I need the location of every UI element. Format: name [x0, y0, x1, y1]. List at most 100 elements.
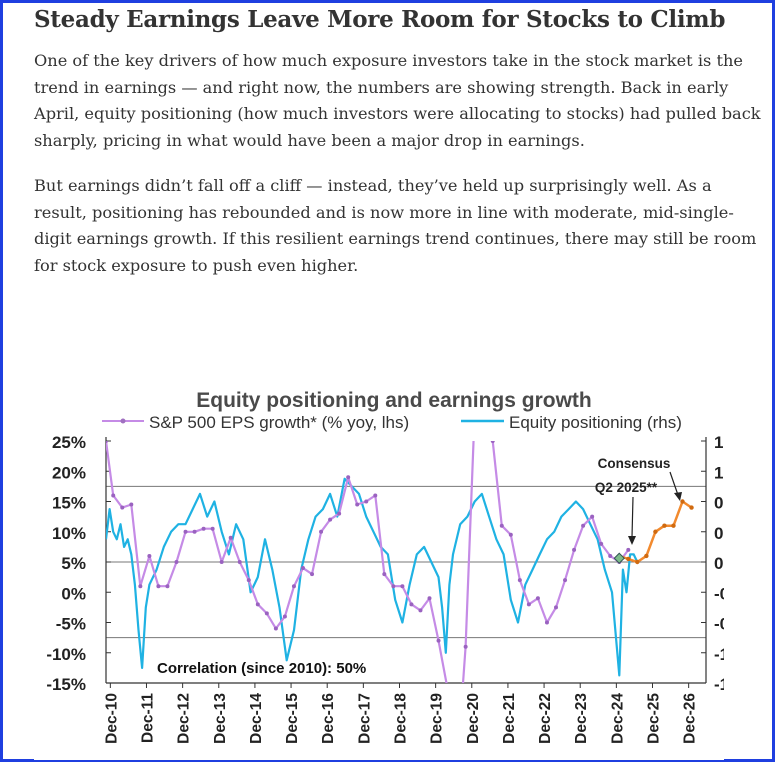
consensus-point [653, 529, 658, 534]
left-tick-label: 0% [61, 584, 86, 603]
eps-growth-point [418, 608, 423, 613]
eps-growth-point [608, 553, 613, 558]
eps-growth-point [391, 584, 396, 589]
eps-growth-point [300, 566, 305, 571]
left-tick-label: -10% [46, 645, 86, 664]
right-tick-label: -1.6 [714, 675, 724, 694]
eps-growth-point [373, 493, 378, 498]
consensus-point [689, 505, 694, 510]
eps-growth-point [219, 560, 224, 564]
eps-growth-point [364, 499, 369, 504]
left-tick-label: 15% [52, 494, 86, 513]
legend-positioning-label: Equity positioning (rhs) [509, 413, 682, 432]
right-tick-label: 1.6 [714, 433, 724, 452]
paragraph-2: But earnings didn’t fall off a cliff — i… [34, 176, 757, 275]
x-tick-label: Dec-26 [682, 693, 699, 744]
x-tick-label: Dec-14 [248, 693, 265, 744]
eps-growth-markers [106, 441, 631, 691]
eps-growth-point [156, 584, 161, 589]
eps-growth-point [192, 529, 197, 534]
left-tick-label: 10% [52, 524, 86, 543]
x-tick-label: Dec-15 [284, 693, 301, 744]
eps-growth-point [355, 502, 360, 507]
equity-positioning-line [106, 477, 639, 677]
consensus-point [662, 523, 667, 528]
eps-growth-point [409, 602, 414, 607]
eps-growth-point [282, 614, 287, 619]
left-tick-label: -15% [46, 675, 86, 694]
eps-growth-point [572, 547, 577, 552]
eps-growth-point [626, 547, 631, 552]
left-tick-label: 25% [52, 433, 86, 452]
right-tick-label: -0.4 [714, 584, 724, 603]
eps-growth-point [508, 532, 513, 537]
eps-growth-point [346, 475, 351, 480]
x-tick-label: Dec-22 [537, 693, 554, 744]
eps-growth-point [319, 529, 324, 534]
q2-2025-arrow [631, 496, 634, 538]
eps-growth-point [228, 535, 233, 540]
eps-growth-point [237, 560, 242, 564]
consensus-point [644, 553, 649, 559]
eps-growth-point [201, 526, 206, 531]
eps-growth-point [490, 441, 495, 443]
eps-growth-point [337, 511, 342, 516]
eps-growth-point [427, 596, 432, 601]
eps-growth-point [517, 578, 522, 583]
x-tick-label: Dec-20 [465, 693, 482, 744]
chart-container: Equity positioning and earnings growth S… [34, 377, 724, 760]
consensus-arrowhead [674, 492, 682, 501]
x-tick-label: Dec-13 [212, 693, 229, 744]
eps-growth-point [526, 602, 531, 607]
right-tick-label: -0.8 [714, 615, 724, 634]
eps-growth-point [310, 572, 315, 577]
eps-growth-point [382, 572, 387, 577]
x-tick-label: Dec-21 [501, 693, 518, 744]
eps-growth-point [183, 529, 188, 534]
eps-growth-point [599, 541, 604, 546]
right-tick-label: 0.0 [714, 554, 724, 573]
correlation-label: Correlation (since 2010): 50% [157, 660, 366, 677]
q2-2025-marker [613, 552, 625, 564]
legend-eps-marker [120, 418, 126, 424]
right-tick-label: 0.4 [714, 524, 724, 543]
eps-growth-point [165, 584, 170, 589]
left-tick-label: -5% [56, 615, 86, 634]
eps-growth-point [264, 611, 269, 616]
eps-growth-point [499, 523, 504, 528]
eps-growth-point [273, 626, 278, 631]
consensus-arrow [669, 471, 679, 496]
eps-growth-point [400, 584, 405, 589]
eps-growth-point [463, 644, 468, 649]
x-tick-label: Dec-24 [609, 693, 626, 744]
x-tick-label: Dec-16 [320, 693, 337, 744]
consensus-point [635, 559, 640, 565]
eps-growth-point [129, 502, 134, 507]
eps-growth-point [138, 584, 143, 589]
right-tick-label: 1.2 [714, 463, 724, 482]
right-tick-label: -1.2 [714, 645, 724, 664]
q2-2025-label: Q2 2025** [595, 480, 658, 495]
eps-growth-point [436, 638, 441, 643]
eps-growth-point [255, 602, 260, 607]
x-tick-label: Dec-12 [176, 693, 193, 744]
legend: S&P 500 EPS growth* (% yoy, lhs) Equity … [102, 413, 682, 432]
x-tick-label: Dec-19 [429, 693, 446, 744]
annotations: Consensus Q2 2025** Correlation (since 201… [157, 456, 682, 677]
consensus-point [626, 556, 631, 562]
eps-growth-point [535, 596, 540, 601]
eps-growth-point [328, 517, 333, 522]
left-tick-label: 20% [52, 463, 86, 482]
legend-eps-label: S&P 500 EPS growth* (% yoy, lhs) [149, 413, 409, 432]
paragraph-1: One of the key drivers of how much expos… [34, 51, 761, 150]
eps-growth-point [590, 514, 595, 519]
left-tick-label: 5% [61, 554, 86, 573]
article: Steady Earnings Leave More Room for Stoc… [34, 6, 761, 279]
x-tick-label: Dec-25 [646, 693, 663, 744]
eps-growth-point [544, 620, 549, 625]
eps-growth-point [446, 687, 450, 691]
eps-growth-point [291, 584, 296, 589]
headline: Steady Earnings Leave More Room for Stoc… [34, 6, 726, 33]
x-tick-label: Dec-23 [573, 693, 590, 744]
x-tick-label: Dec-17 [356, 693, 373, 744]
